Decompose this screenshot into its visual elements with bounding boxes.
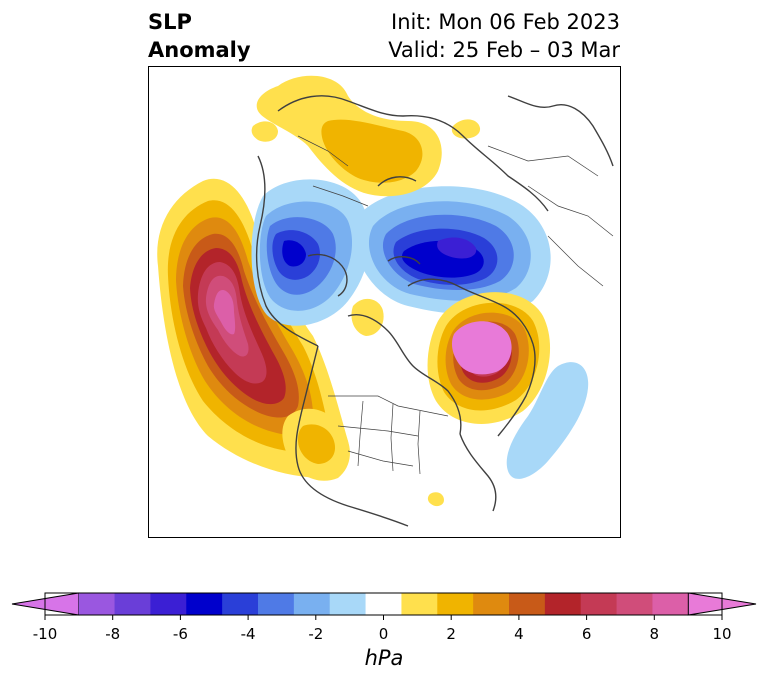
- colorbar-cell: [616, 593, 653, 615]
- colorbar-cell: [580, 593, 618, 615]
- colorbar-cell: [437, 593, 474, 615]
- atlantic-low-anomaly: [506, 362, 589, 479]
- colorbar-cell: [186, 593, 223, 615]
- colorbar-ticks: [44, 615, 723, 620]
- map-dates: Init: Mon 06 Feb 2023 Valid: 25 Feb – 03…: [388, 8, 620, 64]
- colorbar-tick-label: 2: [446, 625, 456, 643]
- colorbar-tick-label: -10: [32, 625, 58, 643]
- coastlines: [255, 95, 614, 527]
- colorbar-cell: [150, 593, 187, 615]
- political-borders: [297, 135, 614, 475]
- colorbar-cell: [652, 593, 689, 615]
- western-us-positive-anomaly: [282, 408, 350, 481]
- siberia-low-anomaly: [251, 179, 371, 326]
- colorbar-cell: [473, 593, 510, 615]
- title-quantity: Anomaly: [148, 38, 251, 62]
- colorbar-tick-label: -2: [308, 625, 324, 643]
- colorbar-cells: [11, 592, 757, 616]
- colorbar-cell: [329, 593, 367, 615]
- pacific-high-anomaly: [157, 178, 350, 479]
- colorbar-cell: [365, 593, 402, 615]
- colorbar-tick-label: 6: [581, 625, 592, 643]
- colorbar-tick-label: 4: [514, 625, 524, 643]
- colorbar-cell: [401, 593, 438, 615]
- colorbar-cell: [509, 593, 546, 615]
- arctic-low-anomaly: [354, 186, 551, 315]
- valid-range: Valid: 25 Feb – 03 Mar: [388, 38, 620, 62]
- colorbar-cell: [257, 593, 295, 615]
- colorbar-tick-label: 10: [712, 625, 732, 643]
- colorbar-tick-label: -4: [240, 625, 256, 643]
- map-title: SLP Anomaly: [148, 8, 251, 64]
- colorbar-cell: [544, 593, 582, 615]
- colorbar-tick-label: -6: [172, 625, 188, 643]
- init-date: Init: Mon 06 Feb 2023: [391, 10, 620, 34]
- labrador-high-anomaly: [427, 292, 551, 424]
- title-variable: SLP: [148, 10, 192, 34]
- colorbar-tick-label: -8: [105, 625, 121, 643]
- colorbar-unit: hPa: [364, 646, 404, 670]
- asia-high-anomaly: [251, 75, 481, 197]
- colorbar: [11, 592, 757, 620]
- colorbar-tick-label: 0: [378, 625, 389, 643]
- colorbar-tick-label: 8: [649, 625, 660, 643]
- colorbar-cell: [222, 593, 259, 615]
- anomaly-map: [148, 66, 621, 538]
- colorbar-cell: [293, 593, 331, 615]
- colorbar-cell: [114, 593, 151, 615]
- colorbar-cell: [78, 593, 116, 615]
